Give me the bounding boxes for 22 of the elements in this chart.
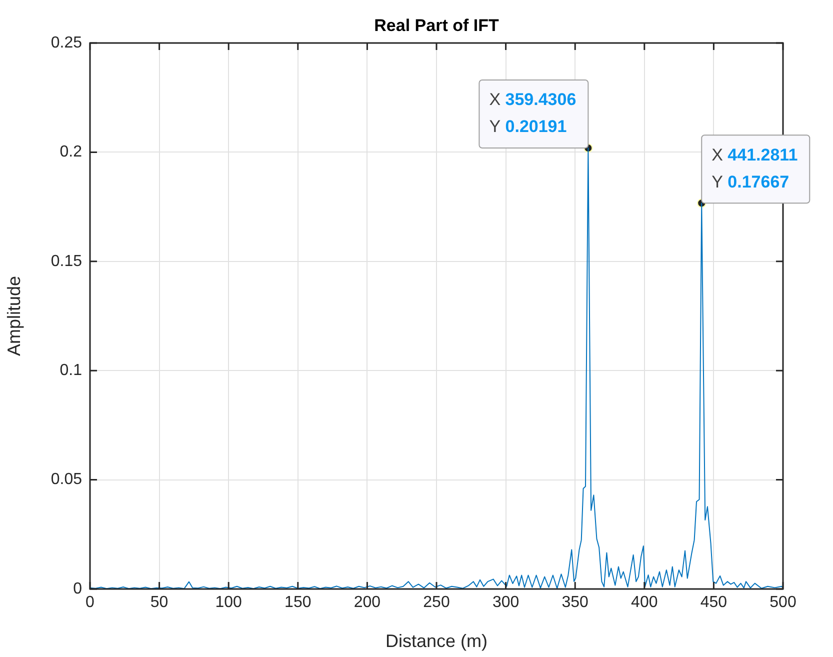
annotation: X 441.2811 Y 0.17667 (712, 145, 798, 192)
y-tick-label: 0.15 (50, 252, 82, 270)
x-tick-label: 100 (215, 594, 242, 612)
y-tick-label: 0.05 (50, 471, 82, 488)
x-tick-label: 150 (284, 594, 312, 612)
y-tick-label: 0.1 (60, 362, 82, 380)
x-tick-label: 50 (150, 594, 168, 612)
x-tick-label: 500 (770, 594, 796, 612)
y-tick-label: 0 (73, 580, 82, 598)
x-tick-label: 250 (423, 594, 450, 612)
x-tick-label: 350 (562, 594, 589, 612)
x-axis-title: Distance (m) (385, 631, 488, 652)
y-axis-title: Amplitude (4, 276, 24, 356)
x-tick-label: 0 (86, 594, 95, 612)
y-tick-label: 0.25 (50, 34, 82, 52)
chart-title: Real Part of IFT (374, 16, 500, 36)
annotation: X 359.4306 Y 0.20191 (489, 90, 576, 136)
x-tick-label: 450 (700, 594, 728, 612)
x-tick-label: 200 (354, 594, 381, 612)
y-tick-label: 0.2 (60, 144, 82, 161)
x-tick-label: 400 (631, 594, 658, 612)
x-tick-label: 300 (492, 594, 520, 612)
